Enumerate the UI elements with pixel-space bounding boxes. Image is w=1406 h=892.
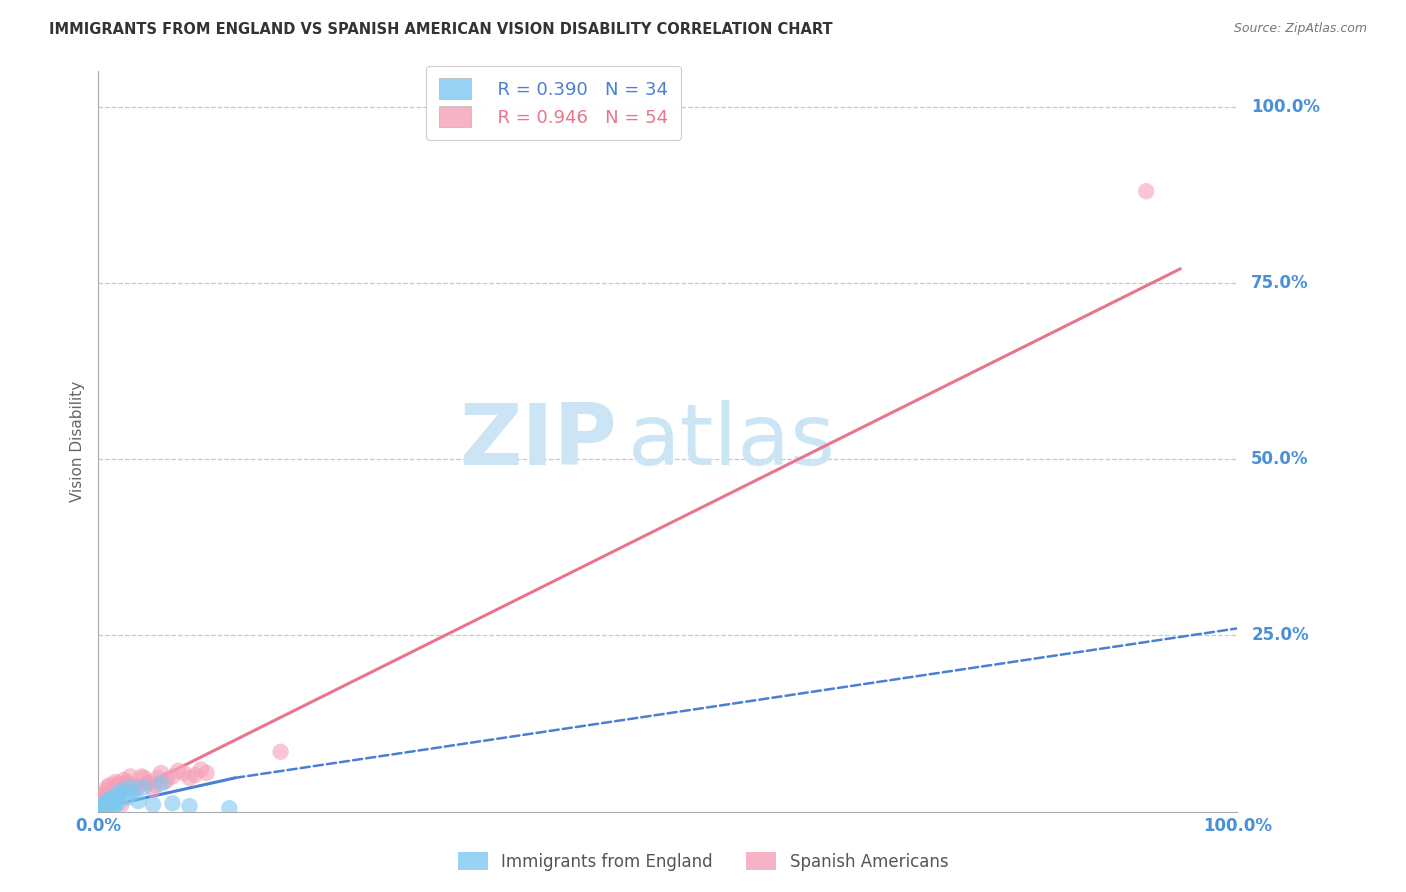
Point [101,789,124,804]
Point [98,801,121,815]
Point [142,782,165,797]
Point [112,772,135,787]
Point [108,776,131,790]
Y-axis label: Vision Disability: Vision Disability [69,381,84,502]
Point [96,794,118,808]
Point [90,800,112,814]
Point [100,785,122,799]
Point [156,772,179,787]
Point [103,797,125,812]
Point [91,797,114,812]
Point [150,776,173,790]
Point [103,799,125,814]
Point [162,797,184,811]
Point [96,794,118,808]
Point [96,780,118,794]
Point [112,787,135,801]
Point [98,797,121,811]
Point [120,780,142,794]
Point [120,769,142,783]
Text: 50.0%: 50.0% [1251,450,1309,468]
Point [142,797,165,812]
Point [98,778,121,792]
Point [104,775,127,789]
Point [96,801,118,815]
Point [173,766,195,780]
Legend:   R = 0.390   N = 34,   R = 0.946   N = 54: R = 0.390 N = 34, R = 0.946 N = 54 [426,66,681,140]
Point [115,775,138,789]
Point [110,783,132,797]
Point [90,794,112,808]
Point [101,794,124,808]
Point [97,790,120,805]
Point [121,778,143,792]
Point [96,789,118,804]
Point [93,803,115,817]
Point [115,790,138,805]
Point [93,792,115,806]
Point [96,783,118,797]
Point [96,799,118,814]
Point [91,790,114,805]
Point [127,780,149,794]
Point [90,797,112,811]
Text: IMMIGRANTS FROM ENGLAND VS SPANISH AMERICAN VISION DISABILITY CORRELATION CHART: IMMIGRANTS FROM ENGLAND VS SPANISH AMERI… [49,22,832,37]
Point [167,764,190,778]
Point [195,766,218,780]
Point [94,787,117,801]
Point [94,797,117,811]
Point [97,797,120,812]
Point [107,787,129,801]
Point [114,778,136,792]
Point [103,785,125,799]
Point [93,797,115,812]
Point [96,792,118,806]
Point [132,771,155,785]
Text: 100.0%: 100.0% [1251,97,1320,116]
Point [1135,184,1157,198]
Point [190,763,212,777]
Point [103,790,125,805]
Point [162,769,184,783]
Point [146,771,169,785]
Point [218,801,240,815]
Text: Source: ZipAtlas.com: Source: ZipAtlas.com [1233,22,1367,36]
Point [138,775,160,789]
Point [90,801,112,815]
Point [105,792,128,806]
Point [108,787,131,801]
Point [145,778,167,792]
Text: 25.0%: 25.0% [1251,626,1309,644]
Point [93,799,115,814]
Point [100,797,122,811]
Legend: Immigrants from England, Spanish Americans: Immigrants from England, Spanish America… [450,844,956,880]
Point [94,799,117,814]
Point [98,792,121,806]
Point [131,769,153,783]
Point [90,799,112,814]
Point [97,787,120,801]
Point [96,797,118,811]
Point [150,766,173,780]
Point [105,778,128,792]
Text: 75.0%: 75.0% [1251,274,1309,292]
Text: ZIP: ZIP [458,400,617,483]
Point [124,782,146,797]
Point [179,799,201,814]
Point [104,789,127,804]
Point [179,771,201,785]
Point [121,785,143,799]
Point [91,800,114,814]
Point [270,745,292,759]
Text: atlas: atlas [628,400,837,483]
Point [132,780,155,794]
Point [127,794,149,808]
Point [103,782,125,797]
Point [89,803,111,817]
Point [135,776,157,790]
Point [153,775,176,789]
Point [110,797,132,812]
Point [107,797,129,811]
Point [184,768,207,782]
